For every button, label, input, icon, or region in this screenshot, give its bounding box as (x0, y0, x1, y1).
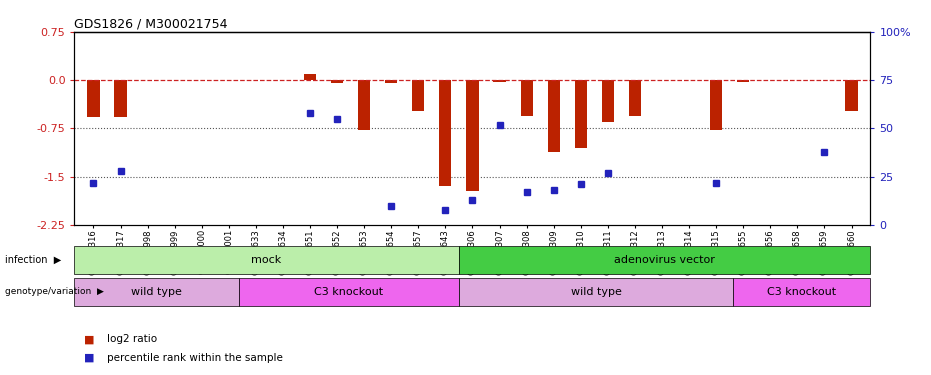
Text: wild type: wild type (131, 286, 182, 297)
Bar (358, 80, 371, 130)
Bar (439, 80, 452, 186)
Bar (239, 278, 459, 306)
Bar (88, 80, 100, 117)
Bar (574, 80, 587, 148)
Bar (845, 80, 857, 111)
Bar (115, 80, 127, 117)
Text: C3 knockout: C3 knockout (767, 286, 836, 297)
Bar (520, 80, 533, 116)
Bar (459, 278, 734, 306)
Text: log2 ratio: log2 ratio (107, 334, 157, 344)
Bar (385, 80, 398, 83)
Bar (331, 80, 344, 83)
Text: adenovirus vector: adenovirus vector (614, 255, 715, 265)
Bar (412, 80, 425, 111)
Bar (74, 278, 239, 306)
Text: ■: ■ (84, 334, 94, 344)
Bar (547, 80, 560, 152)
Bar (466, 80, 479, 191)
Text: C3 knockout: C3 knockout (315, 286, 384, 297)
Bar (734, 278, 870, 306)
Bar (737, 80, 749, 82)
Text: genotype/variation  ▶: genotype/variation ▶ (5, 287, 103, 296)
Text: wild type: wild type (571, 286, 621, 297)
Text: GDS1826 / M300021754: GDS1826 / M300021754 (74, 18, 228, 31)
Text: infection  ▶: infection ▶ (5, 255, 61, 265)
Bar (459, 246, 870, 274)
Text: percentile rank within the sample: percentile rank within the sample (107, 353, 283, 363)
Bar (628, 80, 641, 116)
Bar (710, 80, 722, 130)
Bar (493, 80, 506, 82)
Bar (304, 74, 317, 80)
Text: mock: mock (251, 255, 282, 265)
Bar (601, 80, 614, 122)
Text: ■: ■ (84, 353, 94, 363)
Bar (74, 246, 459, 274)
